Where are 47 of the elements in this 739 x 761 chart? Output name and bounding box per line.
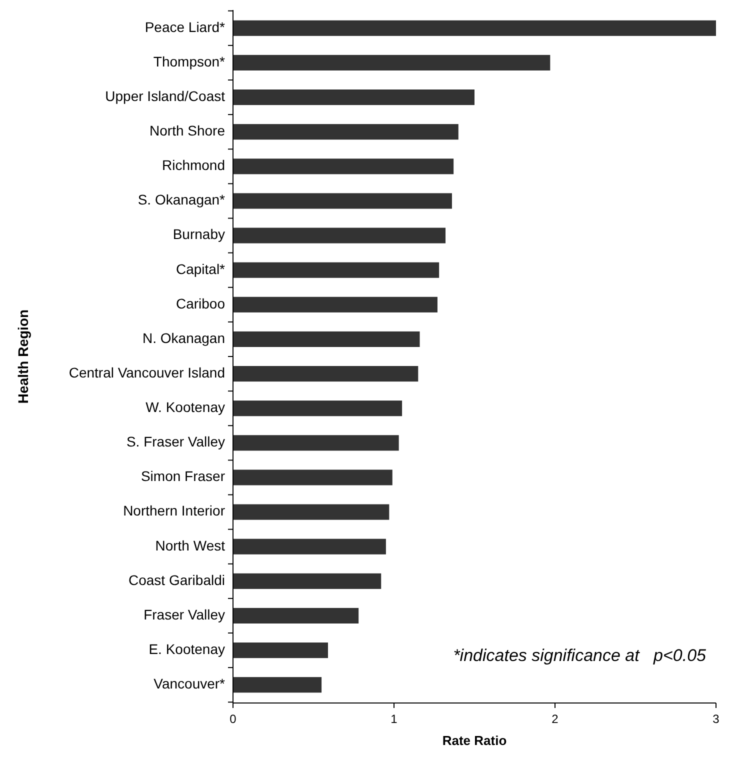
- bar: [233, 504, 390, 520]
- y-tick-label: Vancouver*: [154, 676, 226, 692]
- y-tick-label: Peace Liard*: [144, 18, 226, 35]
- bar: [233, 228, 446, 244]
- bar: [233, 124, 458, 140]
- bar: [233, 20, 716, 36]
- y-tick-label: Simon Fraser: [140, 468, 226, 484]
- y-tick-label: North Shore: [150, 122, 226, 139]
- y-tick-label: North West: [155, 537, 226, 554]
- bar: [233, 470, 392, 486]
- bar: [233, 400, 402, 416]
- bar: [233, 366, 418, 382]
- bar: [233, 573, 382, 589]
- y-tick-label: Richmond: [162, 157, 225, 174]
- bar: [233, 642, 328, 658]
- y-tick-label: Upper Island/Coast: [105, 88, 226, 104]
- y-tick-label: Fraser Valley: [144, 606, 225, 622]
- x-tick-label: 1: [390, 712, 398, 726]
- x-tick-label: 2: [552, 712, 559, 726]
- y-tick-label: S. Fraser Valley: [126, 434, 225, 450]
- bar: [233, 158, 454, 174]
- y-tick-label: Capital*: [176, 260, 226, 277]
- y-tick-label: Northern Interior: [123, 502, 226, 519]
- x-tick-label: 0: [230, 712, 237, 726]
- bar: [233, 677, 322, 693]
- y-tick-label: N. Okanagan: [142, 330, 225, 346]
- annotation: *indicates significance at p<0.05: [453, 646, 707, 665]
- y-tick-label: S. Okanagan*: [138, 192, 226, 208]
- x-tick-label: 3: [712, 712, 720, 726]
- bar: [233, 89, 474, 106]
- y-axis-title: Health Region: [15, 309, 31, 404]
- bar: [233, 331, 420, 347]
- y-tick-label: Coast Garibaldi: [128, 572, 225, 588]
- y-tick-label: Cariboo: [176, 295, 226, 312]
- bar: [233, 193, 452, 209]
- bar: [233, 54, 550, 70]
- y-tick-label: Central Vancouver Island: [68, 364, 225, 380]
- y-tick-label: Burnaby: [172, 226, 225, 242]
- bar: [233, 262, 440, 278]
- bar: [233, 538, 386, 554]
- y-tick-label: Thompson*: [153, 53, 226, 70]
- y-tick-label: E. Kootenay: [148, 640, 225, 657]
- x-axis-title: Rate Ratio: [442, 733, 507, 748]
- bar: [233, 608, 359, 624]
- y-tick-label: W. Kootenay: [146, 399, 225, 416]
- bar: [233, 296, 438, 312]
- bar: [233, 435, 399, 451]
